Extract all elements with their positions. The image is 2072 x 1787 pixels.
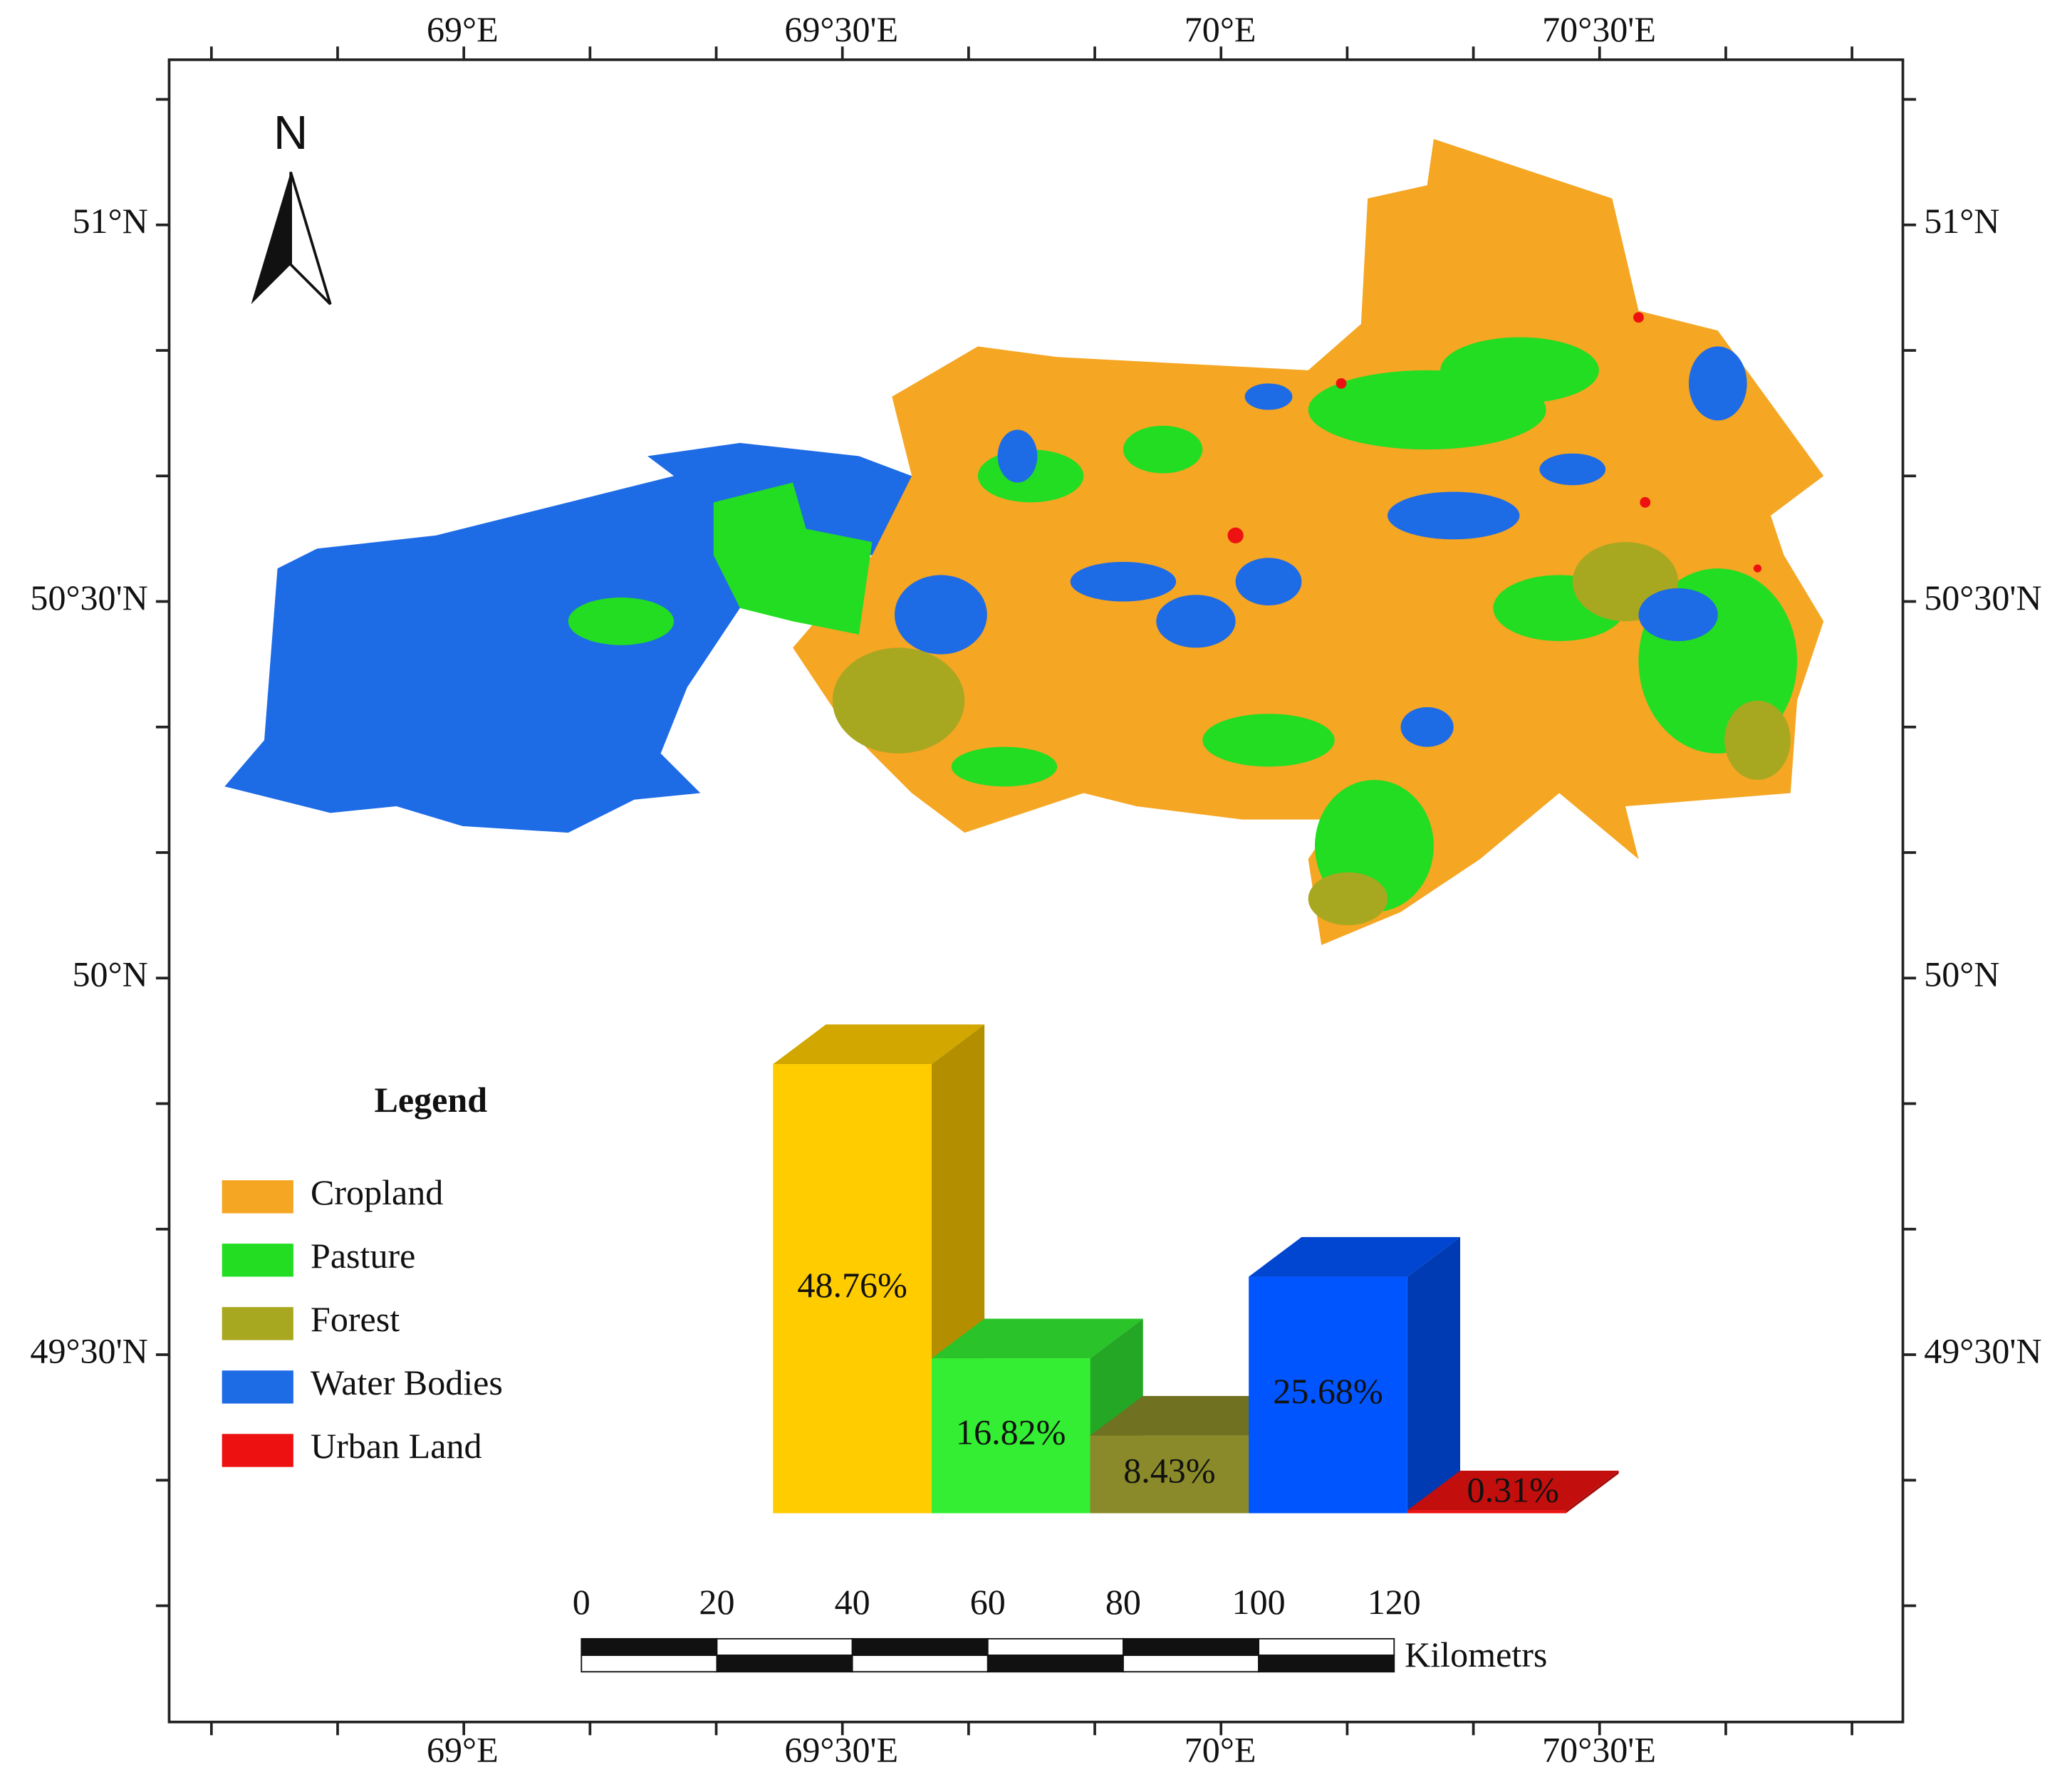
legend-swatch bbox=[222, 1307, 293, 1340]
legend-label: Forest bbox=[311, 1299, 400, 1339]
bar-top bbox=[773, 1024, 985, 1065]
legend-swatch bbox=[222, 1370, 293, 1404]
urban-patches bbox=[1227, 312, 1762, 573]
scale-segment bbox=[986, 1655, 1124, 1673]
lon-label: 69°E bbox=[427, 1730, 499, 1770]
lon-label: 70°E bbox=[1185, 9, 1256, 49]
lon-label: 69°30'E bbox=[784, 9, 898, 49]
lat-label: 50°30'N bbox=[30, 578, 147, 618]
value-label: 48.76% bbox=[797, 1265, 907, 1305]
bar bbox=[1090, 1435, 1249, 1514]
legend-label: Pasture bbox=[311, 1236, 415, 1276]
scale-segment bbox=[1258, 1655, 1395, 1673]
legend-swatch bbox=[222, 1244, 293, 1277]
north-label: N bbox=[274, 107, 308, 160]
scale-tick-label: 0 bbox=[573, 1582, 590, 1622]
scale-tick-label: 120 bbox=[1368, 1582, 1421, 1622]
scale-unit: Kilometrs bbox=[1405, 1635, 1547, 1674]
cropland-region bbox=[793, 139, 1824, 945]
lat-label: 50°N bbox=[73, 954, 148, 994]
bar-top bbox=[931, 1318, 1143, 1359]
bar bbox=[1249, 1276, 1407, 1514]
scale-tick-label: 20 bbox=[699, 1582, 734, 1622]
lat-label: 50°30'N bbox=[1924, 578, 2041, 618]
lat-label: 49°30'N bbox=[1924, 1330, 2041, 1370]
lat-label: 51°N bbox=[1924, 201, 1999, 241]
north-arrow: N bbox=[251, 107, 332, 306]
bar bbox=[1407, 1510, 1566, 1514]
scale-segment bbox=[1123, 1655, 1260, 1673]
forest-patches bbox=[832, 542, 1791, 926]
legend-title: Legend bbox=[375, 1080, 488, 1120]
lat-label: 51°N bbox=[73, 201, 148, 241]
legend-label: Urban Land bbox=[311, 1426, 482, 1466]
legend-swatch bbox=[222, 1434, 293, 1467]
bar bbox=[931, 1358, 1090, 1514]
scale-segment bbox=[581, 1637, 718, 1656]
scale-tick-label: 40 bbox=[835, 1582, 870, 1622]
value-label: 0.31% bbox=[1467, 1469, 1559, 1509]
legend-swatch bbox=[222, 1180, 293, 1214]
bar-side bbox=[1407, 1236, 1461, 1514]
lon-label: 69°E bbox=[427, 9, 499, 49]
lon-label: 70°30'E bbox=[1542, 9, 1656, 49]
bar bbox=[773, 1064, 932, 1514]
water-patches bbox=[620, 346, 1747, 747]
bar-side bbox=[1566, 1470, 1619, 1514]
scale-segment bbox=[581, 1655, 718, 1673]
bar-top bbox=[1407, 1470, 1619, 1511]
bar-top bbox=[1090, 1395, 1302, 1436]
value-label: 16.82% bbox=[956, 1412, 1066, 1452]
map-frame bbox=[167, 58, 1905, 1724]
scale-segment bbox=[1258, 1637, 1395, 1656]
legend-label: Cropland bbox=[311, 1172, 443, 1212]
bar-top bbox=[1249, 1236, 1461, 1277]
value-label: 25.68% bbox=[1273, 1371, 1383, 1411]
scale-segment bbox=[1123, 1637, 1260, 1656]
lat-label: 49°30'N bbox=[30, 1330, 147, 1370]
legend-label: Water Bodies bbox=[311, 1363, 503, 1402]
lon-label: 70°30'E bbox=[1542, 1730, 1656, 1770]
scale-segment bbox=[716, 1655, 853, 1673]
lat-label: 50°N bbox=[1924, 954, 1999, 994]
lon-label: 69°30'E bbox=[784, 1730, 898, 1770]
scale-tick-label: 100 bbox=[1232, 1582, 1286, 1622]
scale-segment bbox=[716, 1637, 853, 1656]
lon-label: 70°E bbox=[1185, 1730, 1256, 1770]
scale-segment bbox=[851, 1655, 989, 1673]
scale-segment bbox=[986, 1637, 1124, 1656]
scale-segment bbox=[851, 1637, 989, 1656]
scale-tick-label: 80 bbox=[1105, 1582, 1141, 1622]
scale-tick-label: 60 bbox=[970, 1582, 1006, 1622]
value-label: 8.43% bbox=[1123, 1451, 1215, 1491]
